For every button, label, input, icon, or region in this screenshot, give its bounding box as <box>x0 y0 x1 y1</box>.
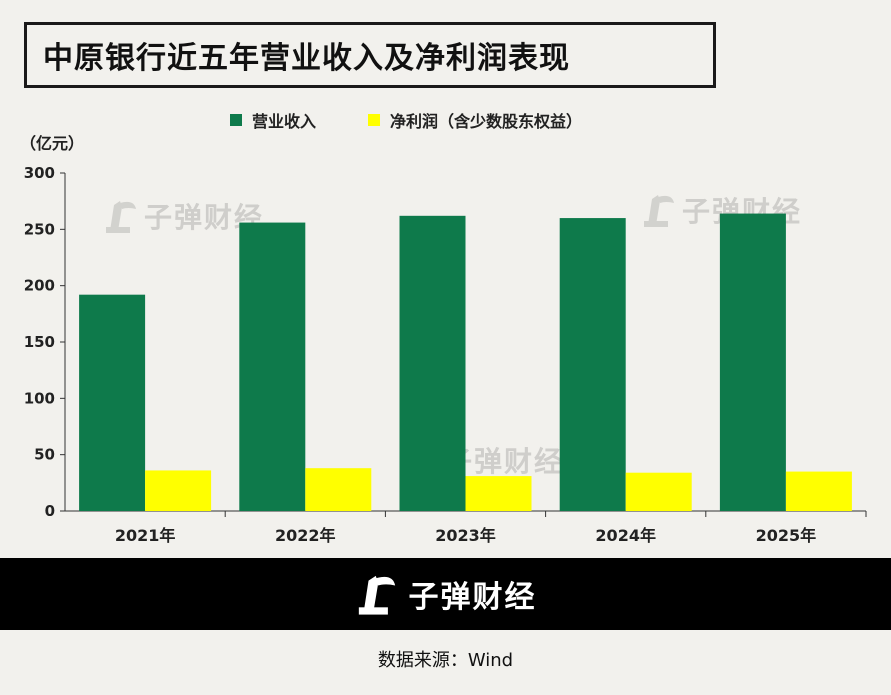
legend-label-revenue: 营业收入 <box>252 112 317 131</box>
legend-item-revenue: 营业收入 <box>230 108 316 132</box>
bar-profit <box>465 476 532 511</box>
title-box: 中原银行近五年营业收入及净利润表现 <box>24 22 716 88</box>
x-tick-label: 2022年 <box>275 526 336 545</box>
x-tick-label: 2025年 <box>756 526 817 545</box>
source-text: 数据来源：Wind <box>377 650 514 671</box>
legend-label-profit: 净利润（含少数股东权益） <box>390 112 583 131</box>
y-tick-label: 250 <box>24 220 55 238</box>
bar-revenue <box>559 218 626 512</box>
x-tick-label: 2021年 <box>115 526 176 545</box>
unit-label: （亿元） <box>20 134 85 153</box>
footer-brand: 子弹财经 <box>408 580 537 615</box>
bar-profit <box>145 470 212 511</box>
bullet-logo-icon <box>358 575 395 615</box>
bar-revenue <box>399 215 466 511</box>
bar-chart: 0 50 100 150 200 250 300 2021年 2022年 2023年 2024年 20… <box>24 164 867 545</box>
bar-revenue <box>719 213 786 511</box>
bullet-logo-icon <box>644 195 674 227</box>
footer-band: 子弹财经 <box>0 558 891 630</box>
legend: 营业收入 净利润（含少数股东权益） <box>230 108 634 132</box>
y-tick-label: 150 <box>24 333 55 351</box>
bar-revenue <box>79 294 146 511</box>
y-tick-label: 200 <box>24 277 55 295</box>
bar-revenue <box>239 222 306 511</box>
chart-title: 中原银行近五年营业收入及净利润表现 <box>43 41 570 76</box>
footer-logo: 子弹财经 <box>355 571 537 617</box>
bar-profit <box>305 468 372 511</box>
x-tick-label: 2023年 <box>435 526 496 545</box>
bar-profit <box>625 472 692 511</box>
legend-swatch-revenue <box>230 114 242 126</box>
bar-profit <box>785 471 852 511</box>
y-tick-label: 0 <box>45 502 55 520</box>
y-tick-label: 50 <box>34 446 55 464</box>
legend-swatch-profit <box>368 114 381 126</box>
y-tick-label: 100 <box>24 389 55 407</box>
legend-item-profit: 净利润（含少数股东权益） <box>368 108 582 132</box>
x-tick-label: 2024年 <box>595 526 656 545</box>
bullet-logo-icon <box>106 201 136 233</box>
y-tick-label: 300 <box>24 164 55 182</box>
